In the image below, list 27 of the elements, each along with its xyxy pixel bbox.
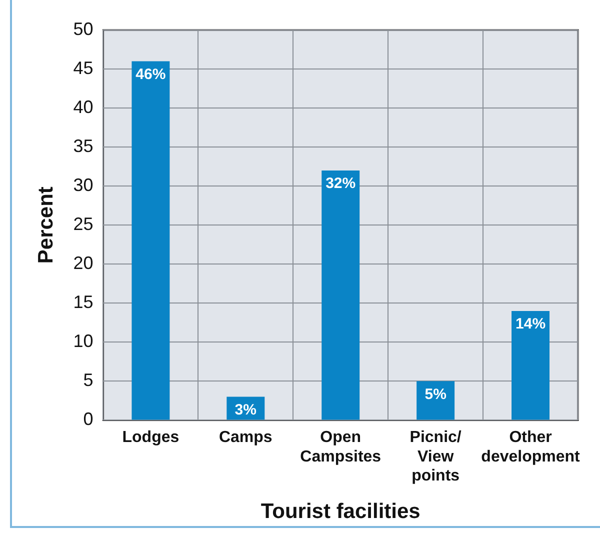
data-label: 32%	[326, 175, 356, 192]
x-tick-label: Lodges	[122, 429, 180, 446]
y-tick-label: 40	[73, 97, 94, 118]
y-tick-label: 50	[73, 18, 94, 39]
y-tick-label: 10	[73, 331, 94, 352]
data-label: 5%	[424, 386, 446, 403]
y-tick-label: 35	[73, 136, 94, 156]
x-tick-label: Camps	[218, 429, 272, 446]
x-tick-label: Open Campsites	[300, 429, 382, 466]
bar	[322, 170, 360, 420]
bar	[132, 61, 170, 420]
x-axis-title: Tourist facilities	[260, 500, 420, 524]
y-tick-label: 45	[73, 58, 94, 78]
data-label: 14%	[516, 316, 546, 333]
y-tick-label: 30	[73, 175, 94, 196]
data-label: 46%	[136, 66, 166, 83]
bar	[512, 310, 550, 420]
bar	[416, 381, 455, 420]
y-tick-label: 25	[73, 214, 94, 234]
y-tick-label: 0	[83, 409, 94, 430]
x-tick-label: Other development	[481, 429, 581, 466]
y-tick-label: 5	[83, 370, 94, 390]
y-axis-title: Percent	[34, 186, 58, 264]
y-tick-label: 15	[73, 292, 94, 312]
x-tick-label: Picnic/ View points	[410, 429, 462, 485]
y-tick-label: 20	[73, 253, 94, 274]
data-label: 3%	[234, 401, 256, 418]
